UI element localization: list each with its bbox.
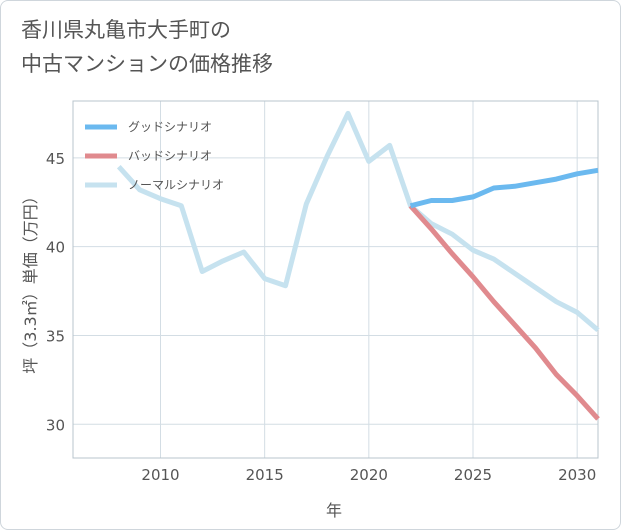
x-tick-label: 2015 <box>246 466 284 484</box>
y-tick-label: 35 <box>46 327 65 345</box>
x-tick-label: 2025 <box>454 466 492 484</box>
good-scenario-line <box>409 167 599 209</box>
title-line-1: 香川県丸亀市大手町の <box>21 18 231 42</box>
x-tick-label: 2020 <box>350 466 388 484</box>
legend-label: グッドシナリオ <box>128 120 212 134</box>
tick-labels: 2010 2015 2020 2025 2030 30 35 40 45 <box>46 150 596 484</box>
legend-label: バッドシナリオ <box>128 149 212 163</box>
title-line-2: 中古マンションの価格推移 <box>21 52 273 76</box>
y-tick-label: 40 <box>46 239 65 257</box>
x-tick-label: 2030 <box>558 466 596 484</box>
legend-label: ノーマルシナリオ <box>128 178 224 192</box>
y-axis-title: 坪（3.3㎡）単価（万円） <box>21 188 40 373</box>
legend-item-good[interactable]: グッドシナリオ <box>85 120 212 134</box>
chart-title: 香川県丸亀市大手町の 中古マンションの価格推移 <box>21 13 273 81</box>
bad-scenario-line <box>408 204 600 421</box>
grid <box>73 101 598 458</box>
legend-item-normal[interactable]: ノーマルシナリオ <box>85 178 224 192</box>
x-axis-title: 年 <box>326 501 342 520</box>
y-tick-label: 45 <box>46 150 65 168</box>
normal-scenario-line <box>116 110 600 333</box>
x-tick-label: 2010 <box>141 466 179 484</box>
plot-frame <box>72 100 599 459</box>
series-lines <box>116 110 600 421</box>
y-tick-label: 30 <box>46 416 65 434</box>
legend-item-bad[interactable]: バッドシナリオ <box>85 149 212 163</box>
